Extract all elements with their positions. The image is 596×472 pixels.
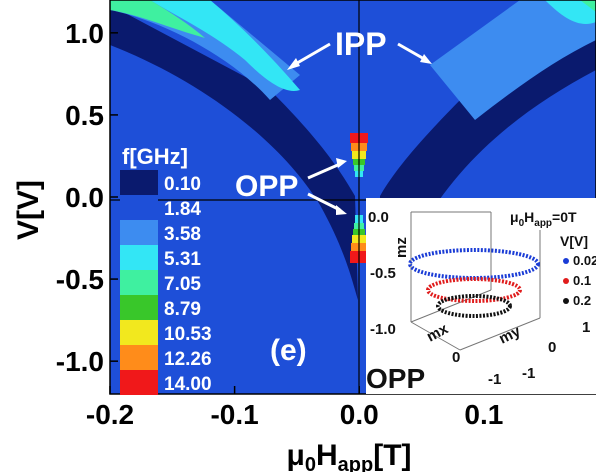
inset-legend-title: V[V]: [560, 233, 588, 249]
inset-panel: 0.0 -0.5 -1.0 mz mx my 0 -1 1 0 -1 μ0Hap…: [366, 198, 596, 394]
inset-y-tick-0: 1: [582, 319, 590, 336]
colorbar-level-label: 14.00: [164, 374, 212, 395]
ipp-label: IPP: [335, 26, 387, 62]
y-tick-label: 0.5: [65, 100, 104, 131]
y-ticks: 1.0 0.5 0.0 -0.5 -1.0: [56, 18, 118, 377]
inset-field-label: μ0Happ=0T: [510, 209, 577, 229]
inset-z-axis-label: mz: [393, 237, 410, 258]
x-axis-label: μ0Happ[T]: [286, 439, 411, 472]
colorbar-swatch: [120, 295, 158, 320]
colorbar-level-label: 8.79: [164, 299, 201, 320]
ipp-annotation: IPP: [287, 26, 432, 70]
colorbar-swatch: [120, 220, 158, 245]
inset-legend-label: 0.2: [573, 293, 591, 308]
colorbar-level-label: 7.05: [164, 274, 201, 295]
colorbar-swatches: [120, 170, 158, 395]
inset-z-tick-2: -1.0: [370, 321, 396, 338]
inset-legend: 0.02 0.1 0.2: [563, 253, 596, 308]
x-tick-label: -0.1: [210, 399, 258, 430]
opp-annotation: OPP: [235, 158, 347, 215]
colorbar-swatch: [120, 270, 158, 295]
y-tick-label: -0.5: [56, 264, 104, 295]
x-ticks: -0.2 -0.1 0.0 0.1: [86, 386, 503, 430]
band-right-mid: [430, 0, 596, 120]
y-tick-label: -1.0: [56, 346, 104, 377]
colorbar-swatch: [120, 170, 158, 195]
inset-legend-marker: [563, 298, 569, 304]
ring-series-1: [426, 277, 522, 303]
colorbar-level-label: 5.31: [164, 249, 201, 270]
colorbar-level-label: 0.10: [164, 174, 201, 195]
band-right-green: [580, 0, 596, 12]
opp-label: OPP: [235, 170, 298, 203]
colorbar-level-label: 1.84: [164, 199, 201, 220]
colorbar-swatch: [120, 195, 158, 220]
inset-z-tick-1: -0.5: [370, 265, 396, 282]
inset-legend-marker: [563, 278, 569, 284]
inset-legend-label: 0.1: [573, 273, 591, 288]
colorbar-title: f[GHz]: [122, 144, 188, 169]
colorbar-labels: 0.10 1.84 3.58 5.31 7.05 8.79 10.53 12.26 14.00: [164, 174, 212, 395]
colorbar-level-label: 10.53: [164, 324, 212, 345]
colorbar-level-label: 12.26: [164, 349, 212, 370]
inset-x-tick-1: -1: [488, 371, 501, 388]
band-left-light: [150, 0, 300, 91]
inset-x-tick-0: 0: [452, 349, 460, 366]
x-tick-label: 0.1: [464, 399, 503, 430]
band-left-mid: [110, 0, 300, 100]
colorbar-swatch: [120, 245, 158, 270]
x-tick-label: -0.2: [86, 399, 134, 430]
plot-area: [110, 0, 596, 394]
inset-z-tick-0: 0.0: [368, 209, 389, 226]
y-tick-label: 0.0: [65, 182, 104, 213]
inset-opp-label: OPP: [366, 363, 425, 394]
colorbar-swatch: [120, 345, 158, 370]
y-tick-label: 1.0: [65, 18, 104, 49]
y-axis-label: V[V]: [12, 180, 45, 240]
colorbar-swatch: [120, 320, 158, 345]
inset-y-tick-1: 0: [548, 339, 556, 356]
colorbar-swatch: [120, 370, 158, 395]
inset-y-tick-2: -1: [522, 365, 535, 382]
x-tick-label: 0.0: [340, 399, 379, 430]
panel-label: (e): [270, 334, 307, 367]
ring-series-2: [436, 294, 512, 318]
inset-legend-marker: [563, 258, 569, 264]
band-left-green: [110, 0, 205, 38]
colorbar: f[GHz] 0.10 1.84 3.58 5.31 7.05 8.79 10.53 12.2…: [120, 144, 212, 395]
colorbar-level-label: 3.58: [164, 224, 201, 245]
band-left-dark: [110, 5, 358, 300]
inset-legend-label: 0.02: [573, 253, 596, 268]
band-right-light: [545, 0, 596, 24]
